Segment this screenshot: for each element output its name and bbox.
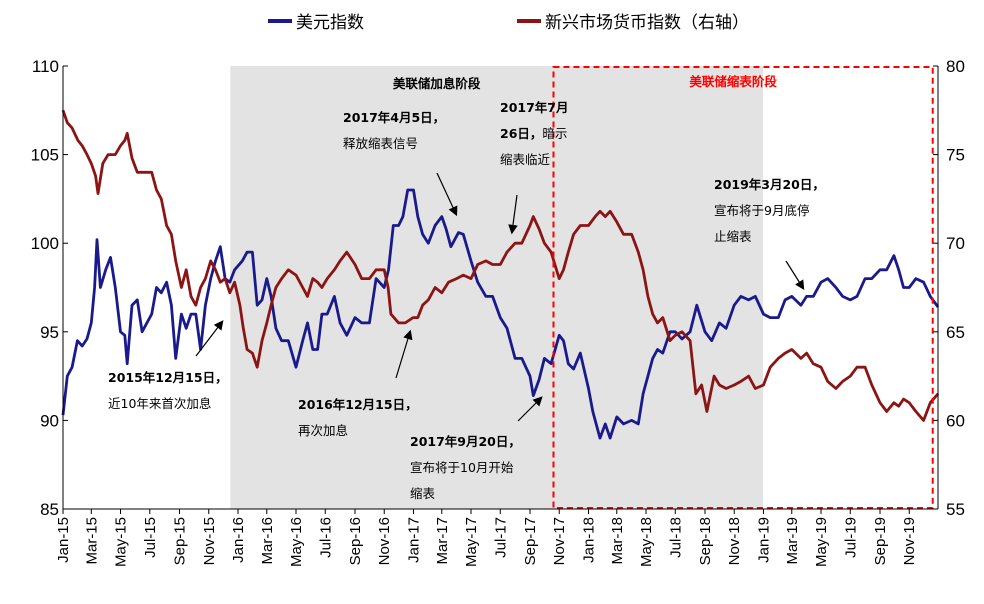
annotation-text-line: 26日，暗示 bbox=[500, 126, 567, 141]
annotation-text-line: 止缩表 bbox=[714, 229, 752, 244]
x-tick-label: Nov-18 bbox=[726, 517, 743, 565]
x-tick-label: Nov-19 bbox=[901, 517, 918, 565]
x-tick-label: Sep-18 bbox=[697, 517, 714, 565]
left-tick-label: 100 bbox=[31, 234, 59, 253]
annotation-arrow bbox=[195, 320, 224, 357]
x-tick-label: Jul-19 bbox=[842, 517, 859, 558]
x-tick-label: Sep-15 bbox=[172, 517, 189, 565]
x-tick-label: Sep-19 bbox=[872, 517, 889, 565]
x-tick-label: Jul-18 bbox=[667, 517, 684, 558]
annotation-arrow bbox=[436, 172, 458, 217]
x-tick-label: May-15 bbox=[113, 517, 130, 567]
annotation-text-line: 宣布将于10月开始 bbox=[410, 460, 514, 475]
x-tick-label: Jul-17 bbox=[492, 517, 509, 558]
annotation-text-line: 2017年9月20日， bbox=[410, 434, 521, 449]
x-tick-label: Jan-15 bbox=[55, 517, 72, 563]
annotation-text-line: 释放缩表信号 bbox=[343, 136, 418, 151]
x-tick-label: Mar-16 bbox=[259, 517, 276, 565]
legend-label: 美元指数 bbox=[296, 13, 364, 33]
x-tick-label: Sep-16 bbox=[347, 517, 364, 565]
em-currency-series-line bbox=[61, 109, 940, 422]
x-tick-label: Nov-17 bbox=[551, 517, 568, 565]
annotation-text-line: 2015年12月15日， bbox=[108, 370, 228, 385]
left-tick-label: 110 bbox=[32, 57, 59, 76]
annotation-arrow bbox=[508, 194, 518, 235]
x-tick-label: Sep-17 bbox=[522, 517, 539, 565]
x-tick-label: Jan-19 bbox=[755, 517, 772, 563]
axes-layer: 85 90 95 100 105 110 55 60 65 70 75 80 Jan-15 Mar-15 M… bbox=[31, 57, 965, 567]
phase-layer: 美联储加息阶段 bbox=[230, 66, 764, 509]
x-tick-label: Mar-15 bbox=[83, 517, 100, 565]
annotation-text-line: 宣布将于9月底停 bbox=[714, 203, 809, 218]
rate-hike-phase-label: 美联储加息阶段 bbox=[393, 76, 481, 91]
x-tick-label: Jan-16 bbox=[230, 517, 247, 563]
annotation-arrow bbox=[395, 329, 413, 379]
x-tick-label: May-19 bbox=[813, 517, 830, 567]
left-tick-label: 90 bbox=[40, 411, 59, 430]
x-tick-label: Jan-18 bbox=[580, 517, 597, 563]
annotation-text-line: 再次加息 bbox=[298, 423, 348, 438]
x-tick-label: Mar-19 bbox=[784, 517, 801, 565]
left-tick-label: 85 bbox=[40, 500, 59, 519]
right-tick-label: 80 bbox=[946, 57, 965, 76]
right-tick-label: 60 bbox=[946, 411, 965, 430]
right-tick-label: 65 bbox=[946, 323, 965, 342]
legend: 美元指数 新兴市场货币指数（右轴） bbox=[268, 13, 749, 33]
annotation-text-line: 缩表 bbox=[410, 486, 436, 501]
x-tick-label: Mar-17 bbox=[434, 517, 451, 565]
annotation-arrow bbox=[785, 260, 805, 291]
x-tick-label: Jul-15 bbox=[142, 517, 159, 558]
annotation-text-line: 2017年7月 bbox=[500, 100, 569, 115]
x-tick-label: Nov-15 bbox=[201, 517, 218, 565]
annotation-arrow bbox=[517, 396, 543, 422]
series-layer: 美联储缩表阶段 bbox=[61, 66, 940, 509]
x-tick-label: Mar-18 bbox=[609, 517, 626, 565]
annotation-layer: 2015年12月15日， 近10年来首次加息 2016年12月15日， 再次加息 201… bbox=[108, 100, 825, 501]
x-tick-label: May-16 bbox=[288, 517, 305, 567]
x-tick-label: Nov-16 bbox=[376, 517, 393, 565]
balance-sheet-runoff-phase-label: 美联储缩表阶段 bbox=[689, 74, 777, 89]
annotation-text-line: 2019年3月20日， bbox=[714, 177, 825, 192]
right-tick-label: 70 bbox=[946, 234, 965, 253]
annotation-text-line: 2016年12月15日， bbox=[298, 397, 418, 412]
x-tick-label: May-17 bbox=[463, 517, 480, 567]
annotation-text-line: 2017年4月5日， bbox=[343, 110, 445, 125]
legend-label: 新兴市场货币指数（右轴） bbox=[545, 13, 749, 33]
left-tick-label: 95 bbox=[40, 323, 59, 342]
dxy-series-line bbox=[61, 188, 940, 440]
rate-hike-phase-band bbox=[230, 66, 764, 509]
left-tick-label: 105 bbox=[31, 146, 59, 165]
x-tick-label: Jan-17 bbox=[405, 517, 422, 563]
x-tick-label: May-18 bbox=[638, 517, 655, 567]
annotation-text-line: 近10年来首次加息 bbox=[108, 396, 211, 411]
annotation-text-line: 缩表临近 bbox=[500, 152, 551, 167]
right-tick-label: 75 bbox=[946, 146, 965, 165]
right-tick-label: 55 bbox=[946, 500, 965, 519]
x-tick-label: Jul-16 bbox=[317, 517, 334, 558]
